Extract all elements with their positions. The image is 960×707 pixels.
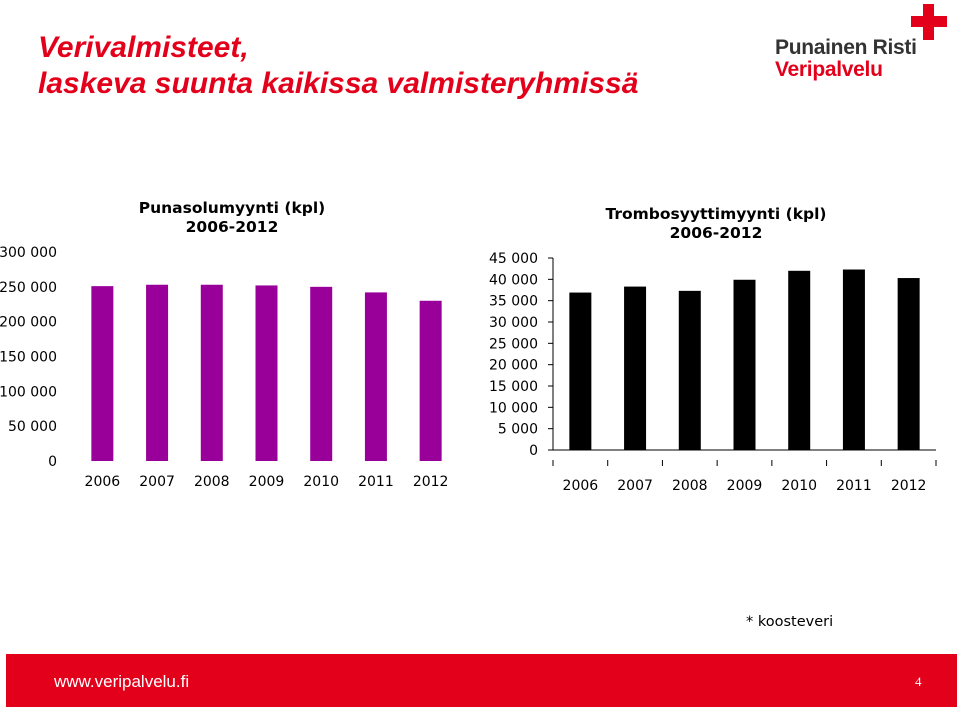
trombosyyttimyynti-chart: Trombosyyttimyynti (kpl) 2006-2012 0 5 00… bbox=[489, 205, 937, 494]
y-tick-label: 300 000 bbox=[0, 245, 57, 261]
logo-text-line2: Veripalvelu bbox=[775, 58, 883, 81]
x-tick-label: 2011 bbox=[836, 478, 872, 494]
punainen-risti-logo: Punainen Risti Veripalvelu bbox=[775, 4, 955, 84]
chart-title-line1: Trombosyyttimyynti (kpl) bbox=[605, 205, 826, 223]
y-tick-label: 45 000 bbox=[489, 251, 538, 267]
bar bbox=[897, 278, 920, 450]
y-tick-label: 100 000 bbox=[0, 384, 57, 400]
x-tick-label: 2010 bbox=[781, 478, 817, 494]
bar bbox=[364, 292, 387, 461]
x-tick-label: 2007 bbox=[139, 474, 175, 490]
bar bbox=[733, 279, 756, 450]
y-tick-label: 150 000 bbox=[0, 350, 57, 366]
x-tick-label: 2007 bbox=[617, 478, 653, 494]
y-tick-label: 0 bbox=[529, 443, 538, 459]
slide-title-line1: Verivalmisteet, bbox=[38, 31, 249, 64]
footer-website-link[interactable]: www.veripalvelu.fi bbox=[54, 672, 190, 691]
page-number: 4 bbox=[915, 674, 922, 689]
bar bbox=[255, 285, 278, 461]
red-cross-icon bbox=[911, 4, 947, 40]
footnote: * koosteveri bbox=[746, 614, 834, 630]
slide-title: Verivalmisteet, laskeva suunta kaikissa … bbox=[38, 30, 638, 102]
y-tick-label: 200 000 bbox=[0, 315, 57, 331]
bar bbox=[91, 286, 114, 461]
bar bbox=[419, 300, 442, 461]
y-tick-label: 25 000 bbox=[489, 336, 538, 352]
x-tick-label: 2012 bbox=[891, 478, 927, 494]
x-tick-label: 2006 bbox=[85, 474, 121, 490]
bar bbox=[146, 284, 169, 461]
y-tick-label: 15 000 bbox=[489, 379, 538, 395]
bar bbox=[788, 270, 811, 450]
chart-title-line2: 2006-2012 bbox=[186, 218, 279, 236]
y-tick-label: 30 000 bbox=[489, 315, 538, 331]
x-tick-label: 2011 bbox=[358, 474, 394, 490]
x-tick-label: 2008 bbox=[672, 478, 708, 494]
logo-text-line1: Punainen Risti bbox=[775, 36, 917, 59]
chart-title-line1: Punasolumyynti (kpl) bbox=[139, 199, 326, 217]
y-tick-label: 250 000 bbox=[0, 280, 57, 296]
footer-bar: www.veripalvelu.fi 4 bbox=[6, 654, 957, 707]
x-tick-label: 2012 bbox=[413, 474, 449, 490]
x-tick-label: 2009 bbox=[249, 474, 285, 490]
y-tick-label: 35 000 bbox=[489, 294, 538, 310]
y-tick-label: 50 000 bbox=[8, 419, 57, 435]
y-tick-label: 0 bbox=[48, 454, 57, 470]
chart-title-line2: 2006-2012 bbox=[670, 224, 763, 242]
bar bbox=[624, 286, 647, 450]
bar bbox=[569, 292, 592, 450]
y-tick-label: 10 000 bbox=[489, 400, 538, 416]
bar bbox=[200, 284, 223, 461]
bar bbox=[842, 269, 865, 450]
bar bbox=[310, 286, 333, 461]
x-tick-label: 2006 bbox=[563, 478, 599, 494]
x-tick-label: 2010 bbox=[303, 474, 339, 490]
punasolumyynti-chart: Punasolumyynti (kpl) 2006-2012 0 50 000 10… bbox=[0, 199, 449, 490]
slide-title-line2: laskeva suunta kaikissa valmisteryhmissä bbox=[38, 67, 639, 100]
x-tick-label: 2008 bbox=[194, 474, 230, 490]
x-tick-label: 2009 bbox=[727, 478, 763, 494]
bar bbox=[678, 290, 701, 450]
y-tick-label: 40 000 bbox=[489, 272, 538, 288]
y-tick-label: 5 000 bbox=[498, 422, 538, 438]
y-tick-label: 20 000 bbox=[489, 358, 538, 374]
